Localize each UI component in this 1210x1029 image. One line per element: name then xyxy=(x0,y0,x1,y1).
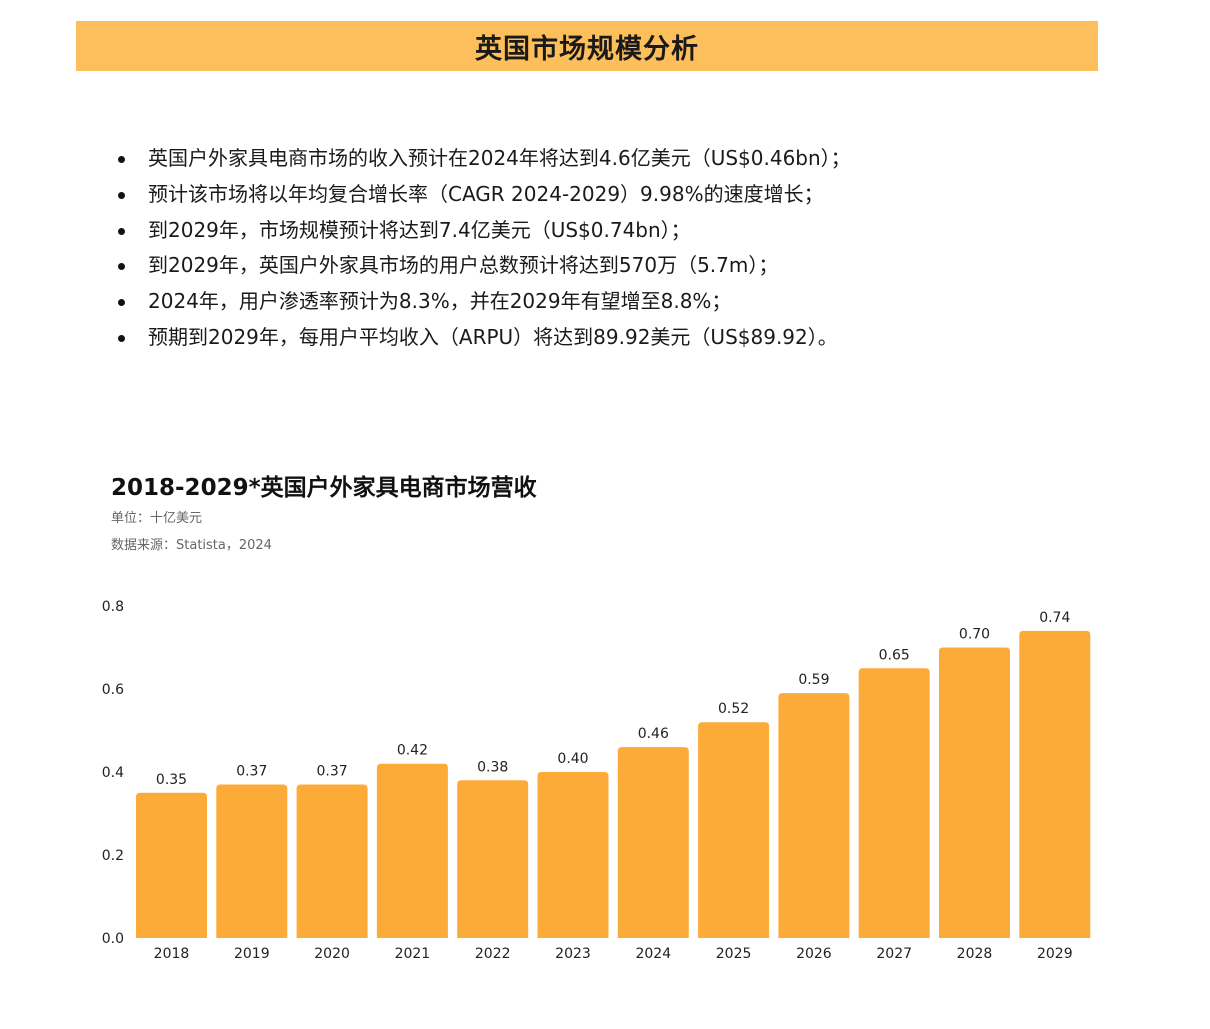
bar-value-label: 0.74 xyxy=(1039,610,1070,626)
chart-title: 2018-2029*英国户外家具电商市场营收 xyxy=(111,475,537,501)
x-tick-label: 2024 xyxy=(635,946,671,962)
bar xyxy=(296,784,368,938)
bar-value-label: 0.70 xyxy=(959,627,990,643)
bar xyxy=(216,784,288,938)
bullet-text: 预计该市场将以年均复合增长率（CAGR 2024-2029）9.98%的速度增长… xyxy=(148,181,824,206)
y-tick-label: 0.4 xyxy=(102,765,124,781)
bar xyxy=(939,647,1010,938)
bar-value-label: 0.40 xyxy=(557,751,588,767)
x-tick-label: 2019 xyxy=(234,946,270,962)
chart-source-note: 数据来源：Statista，2024 xyxy=(111,538,272,553)
bar-value-label: 0.37 xyxy=(236,763,267,779)
bullet-item: 到2029年，英国户外家具市场的用户总数预计将达到570万（5.7m）； xyxy=(108,248,851,284)
chart-unit-note: 单位：十亿美元 xyxy=(111,511,203,526)
bullet-dot-icon xyxy=(118,299,125,307)
bullet-text: 到2029年，市场规模预计将达到7.4亿美元（US$0.74bn）； xyxy=(148,217,691,242)
page-title: 英国市场规模分析 xyxy=(475,33,699,65)
bullet-item: 到2029年，市场规模预计将达到7.4亿美元（US$0.74bn）； xyxy=(108,213,851,249)
bar-value-label: 0.35 xyxy=(156,772,187,788)
bar xyxy=(1019,630,1091,938)
bullet-dot-icon xyxy=(118,263,125,271)
y-tick-label: 0.8 xyxy=(102,599,124,615)
y-tick-label: 0.6 xyxy=(102,682,124,698)
bullet-dot-icon xyxy=(118,334,125,342)
bullet-text: 2024年，用户渗透率预计为8.3%，并在2029年有望增至8.8%； xyxy=(148,289,732,314)
x-tick-label: 2026 xyxy=(796,946,832,962)
x-tick-label: 2021 xyxy=(395,946,431,962)
bar-value-label: 0.52 xyxy=(718,701,749,717)
bullet-dot-icon xyxy=(118,191,125,199)
x-tick-label: 2029 xyxy=(1037,946,1073,962)
bar-value-label: 0.65 xyxy=(879,647,910,663)
bar xyxy=(698,722,770,938)
x-tick-label: 2023 xyxy=(555,946,591,962)
x-tick-label: 2020 xyxy=(314,946,350,962)
bullet-item: 预期到2029年，每用户平均收入（ARPU）将达到89.92美元（US$89.9… xyxy=(108,320,851,356)
bar xyxy=(617,747,689,938)
x-tick-label: 2022 xyxy=(475,946,511,962)
bar xyxy=(376,763,448,938)
bullet-item: 预计该市场将以年均复合增长率（CAGR 2024-2029）9.98%的速度增长… xyxy=(108,177,851,213)
x-tick-label: 2018 xyxy=(154,946,190,962)
x-tick-label: 2027 xyxy=(876,946,912,962)
bar-value-label: 0.59 xyxy=(798,672,829,688)
bar xyxy=(457,780,529,938)
bullet-text: 到2029年，英国户外家具市场的用户总数预计将达到570万（5.7m）； xyxy=(148,253,779,278)
x-tick-label: 2025 xyxy=(716,946,752,962)
bar xyxy=(778,693,850,938)
bar xyxy=(537,772,609,938)
bullet-text: 预期到2029年，每用户平均收入（ARPU）将达到89.92美元（US$89.9… xyxy=(148,324,838,349)
bullet-item: 英国户外家具电商市场的收入预计在2024年将达到4.6亿美元（US$0.46bn… xyxy=(108,141,851,177)
bar-value-label: 0.38 xyxy=(477,759,508,775)
bullet-list: 英国户外家具电商市场的收入预计在2024年将达到4.6亿美元（US$0.46bn… xyxy=(108,141,851,356)
bar-value-label: 0.37 xyxy=(317,763,348,779)
bullet-text: 英国户外家具电商市场的收入预计在2024年将达到4.6亿美元（US$0.46bn… xyxy=(148,146,851,170)
header-bar: 英国市场规模分析 xyxy=(76,21,1098,71)
y-tick-label: 0.2 xyxy=(102,848,124,864)
y-tick-label: 0.0 xyxy=(102,931,124,947)
bar-value-label: 0.46 xyxy=(638,726,669,742)
bullet-dot-icon xyxy=(118,156,125,163)
bullet-item: 2024年，用户渗透率预计为8.3%，并在2029年有望增至8.8%； xyxy=(108,284,851,320)
bar-value-label: 0.42 xyxy=(397,743,428,759)
bar xyxy=(858,668,930,938)
bullet-dot-icon xyxy=(118,227,125,235)
bar xyxy=(136,792,207,938)
x-tick-label: 2028 xyxy=(957,946,993,962)
